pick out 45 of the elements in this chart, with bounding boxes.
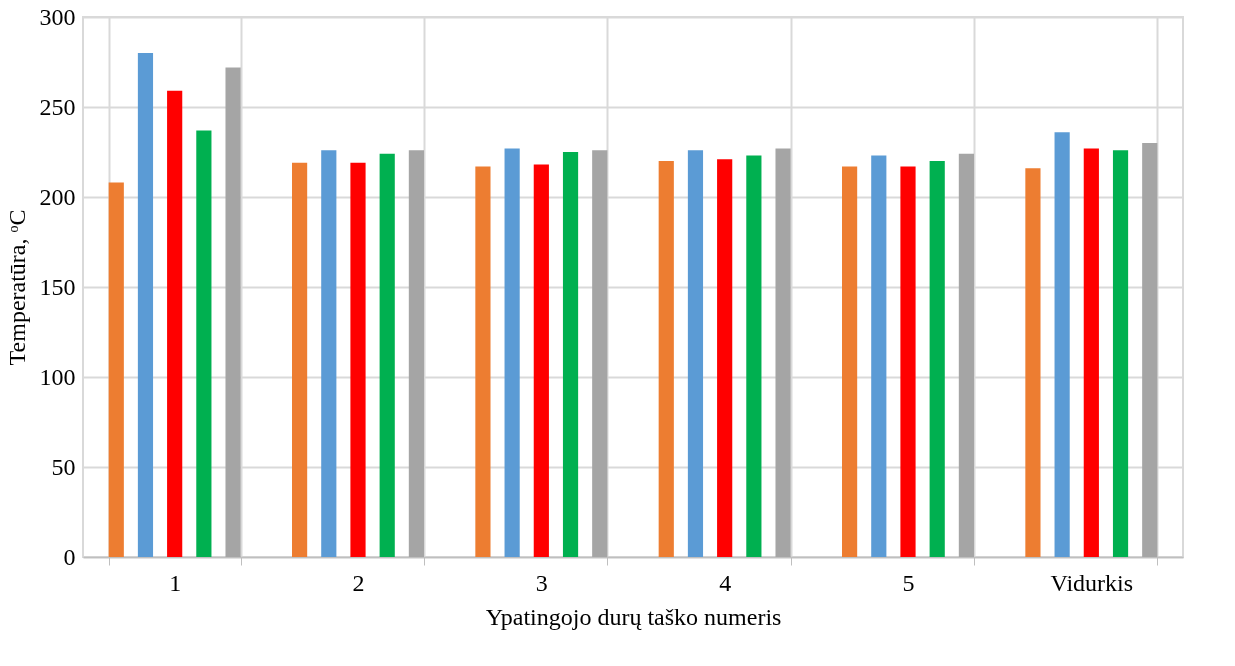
y-tick-label: 100: [39, 363, 76, 390]
bar: [658, 161, 674, 557]
x-tick-label: 5: [902, 569, 915, 596]
y-tick-label: 150: [39, 273, 76, 300]
bar: [533, 164, 549, 557]
x-tick-label: 2: [352, 569, 365, 596]
bar: [900, 166, 916, 557]
bar: [687, 150, 704, 557]
bar: [1054, 132, 1070, 557]
bar: [350, 162, 366, 557]
y-tick-label: 300: [39, 3, 76, 30]
bar: [746, 155, 762, 557]
x-tick-label: Vidurkis: [1050, 569, 1134, 596]
bar: [1083, 148, 1099, 557]
bar: [1112, 150, 1129, 557]
bar: [137, 53, 154, 557]
x-tick-label: 4: [719, 569, 732, 596]
bar: [871, 155, 887, 557]
bar: [775, 148, 791, 557]
bar: [929, 161, 945, 557]
bar: [562, 152, 579, 557]
bar: [167, 90, 183, 557]
bar: [842, 166, 858, 557]
bar: [321, 150, 337, 557]
x-tick-label: 1: [169, 569, 182, 596]
bar: [717, 159, 733, 557]
y-tick-label: 0: [63, 543, 76, 570]
bar: [504, 148, 520, 557]
bar: [292, 162, 308, 557]
bar: [108, 182, 124, 557]
y-tick-label: 200: [39, 183, 76, 210]
y-tick-label: 250: [39, 93, 76, 120]
x-tick-label: 3: [535, 569, 548, 596]
bar: [592, 150, 608, 557]
bar: [408, 150, 424, 557]
bar: [379, 153, 395, 557]
bar: [958, 153, 974, 557]
bar: [225, 67, 241, 557]
bar: [196, 130, 212, 557]
bar: [1025, 168, 1041, 557]
bar: [475, 166, 491, 557]
y-axis-title: Temperatūra, ᵒC: [3, 209, 30, 366]
y-tick-label: 50: [51, 453, 76, 480]
bar: [1142, 143, 1158, 557]
x-axis-title: Ypatingojo durų taško numeris: [485, 603, 782, 630]
